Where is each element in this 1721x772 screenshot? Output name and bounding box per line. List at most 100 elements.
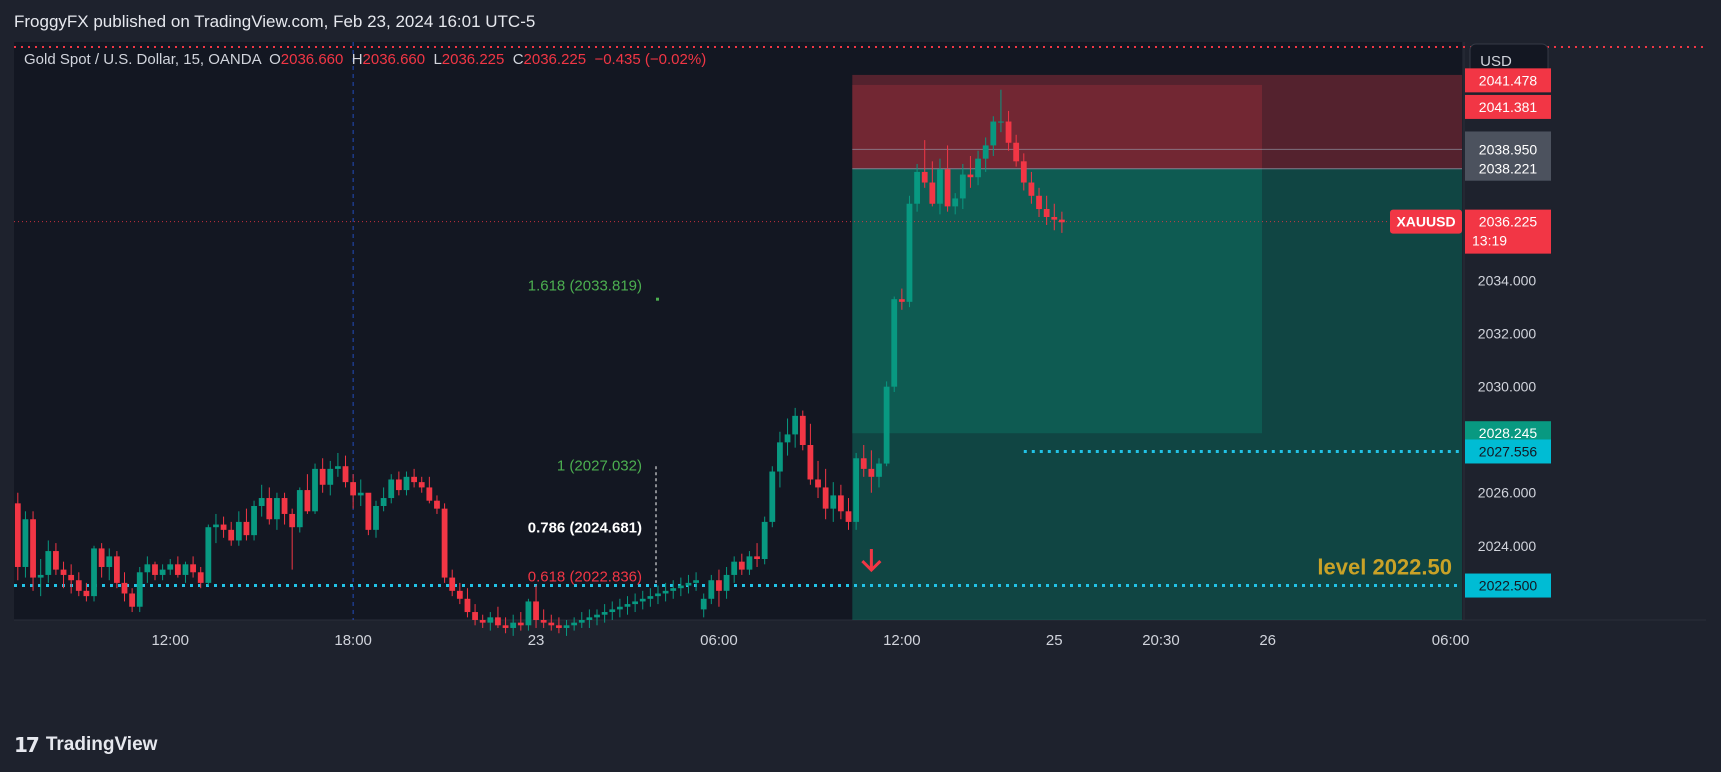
stop-loss-zone-inner[interactable] bbox=[852, 84, 1262, 169]
candle[interactable] bbox=[906, 195, 913, 308]
candle[interactable] bbox=[365, 492, 372, 536]
candle[interactable] bbox=[37, 559, 44, 597]
candle[interactable] bbox=[548, 614, 555, 631]
price-chart[interactable]: 1.618 (2033.819) 1 (2027.032) 0.786 (2024.… bbox=[14, 42, 1706, 719]
candle[interactable] bbox=[1058, 211, 1065, 233]
candle[interactable] bbox=[327, 460, 334, 496]
candle[interactable] bbox=[1043, 195, 1050, 225]
candle[interactable] bbox=[289, 508, 296, 570]
candle[interactable] bbox=[868, 450, 875, 493]
candle[interactable] bbox=[456, 582, 463, 605]
candle[interactable] bbox=[883, 381, 890, 467]
candle[interactable] bbox=[281, 492, 288, 525]
candle[interactable] bbox=[479, 614, 486, 628]
candle[interactable] bbox=[616, 598, 623, 618]
candle[interactable] bbox=[487, 612, 494, 631]
candle[interactable] bbox=[685, 574, 692, 594]
candle[interactable] bbox=[898, 288, 905, 310]
candle[interactable] bbox=[1036, 187, 1042, 217]
candle[interactable] bbox=[502, 617, 509, 634]
candle[interactable] bbox=[53, 543, 59, 575]
candle[interactable] bbox=[464, 588, 471, 618]
candle[interactable] bbox=[434, 495, 440, 514]
candle[interactable] bbox=[75, 572, 82, 597]
candle[interactable] bbox=[761, 516, 768, 565]
candle[interactable] bbox=[769, 466, 776, 528]
candle[interactable] bbox=[815, 460, 821, 499]
candle[interactable] bbox=[677, 577, 684, 597]
candle[interactable] bbox=[609, 601, 616, 620]
candle[interactable] bbox=[647, 588, 654, 607]
candle[interactable] bbox=[662, 582, 669, 602]
candle[interactable] bbox=[319, 458, 326, 493]
candle[interactable] bbox=[373, 500, 379, 538]
candle[interactable] bbox=[556, 617, 562, 634]
candle[interactable] bbox=[563, 620, 570, 636]
candle[interactable] bbox=[159, 564, 166, 581]
candle[interactable] bbox=[731, 556, 738, 583]
candle[interactable] bbox=[967, 156, 974, 188]
candle[interactable] bbox=[1020, 153, 1027, 191]
candle[interactable] bbox=[418, 476, 425, 493]
candle[interactable] bbox=[449, 569, 456, 597]
candle[interactable] bbox=[182, 561, 189, 583]
candle[interactable] bbox=[959, 163, 966, 210]
candle[interactable] bbox=[251, 500, 257, 541]
take-profit-zone-inner[interactable] bbox=[852, 168, 1262, 434]
candle[interactable] bbox=[929, 161, 936, 207]
candle[interactable] bbox=[914, 163, 920, 212]
candle[interactable] bbox=[495, 606, 501, 628]
candle[interactable] bbox=[98, 543, 105, 578]
candle[interactable] bbox=[258, 484, 265, 517]
candle[interactable] bbox=[1051, 203, 1058, 231]
candle[interactable] bbox=[784, 418, 791, 456]
candle[interactable] bbox=[342, 455, 349, 488]
candle[interactable] bbox=[350, 474, 357, 509]
candle[interactable] bbox=[357, 479, 364, 506]
candle[interactable] bbox=[136, 566, 143, 613]
candle[interactable] bbox=[334, 452, 341, 477]
candle[interactable] bbox=[716, 569, 722, 607]
candle[interactable] bbox=[14, 492, 21, 581]
candle[interactable] bbox=[540, 609, 547, 628]
candle[interactable] bbox=[586, 609, 593, 628]
candle[interactable] bbox=[167, 559, 174, 575]
candle[interactable] bbox=[578, 612, 585, 628]
candle[interactable] bbox=[655, 585, 661, 605]
candle[interactable] bbox=[830, 482, 837, 522]
candle[interactable] bbox=[45, 540, 52, 583]
candle[interactable] bbox=[792, 407, 799, 448]
candle[interactable] bbox=[510, 614, 517, 636]
candle[interactable] bbox=[746, 551, 753, 575]
candle[interactable] bbox=[807, 423, 814, 485]
candle[interactable] bbox=[754, 543, 760, 567]
candle[interactable] bbox=[304, 474, 311, 514]
candle[interactable] bbox=[937, 158, 943, 215]
candle[interactable] bbox=[624, 596, 631, 615]
candle[interactable] bbox=[1028, 171, 1035, 204]
candle[interactable] bbox=[777, 431, 783, 488]
candle[interactable] bbox=[845, 498, 852, 530]
candle[interactable] bbox=[312, 463, 318, 514]
candle[interactable] bbox=[91, 545, 97, 602]
candle[interactable] bbox=[723, 566, 730, 599]
candle[interactable] bbox=[571, 617, 578, 631]
candle[interactable] bbox=[975, 150, 981, 186]
candle[interactable] bbox=[952, 193, 959, 215]
candle[interactable] bbox=[121, 572, 128, 602]
candle[interactable] bbox=[700, 593, 707, 618]
candle[interactable] bbox=[472, 604, 478, 626]
candle[interactable] bbox=[670, 580, 677, 599]
candle[interactable] bbox=[129, 588, 136, 613]
candle[interactable] bbox=[395, 471, 402, 496]
candle[interactable] bbox=[921, 140, 928, 188]
candle[interactable] bbox=[152, 561, 158, 581]
footer-logo[interactable]: 17 TradingView bbox=[14, 733, 157, 757]
candle[interactable] bbox=[426, 476, 433, 504]
candle[interactable] bbox=[235, 511, 242, 546]
candle[interactable] bbox=[944, 145, 951, 212]
candle[interactable] bbox=[632, 593, 639, 613]
candle[interactable] bbox=[517, 612, 524, 631]
candle[interactable] bbox=[837, 484, 844, 520]
candle[interactable] bbox=[990, 116, 997, 157]
